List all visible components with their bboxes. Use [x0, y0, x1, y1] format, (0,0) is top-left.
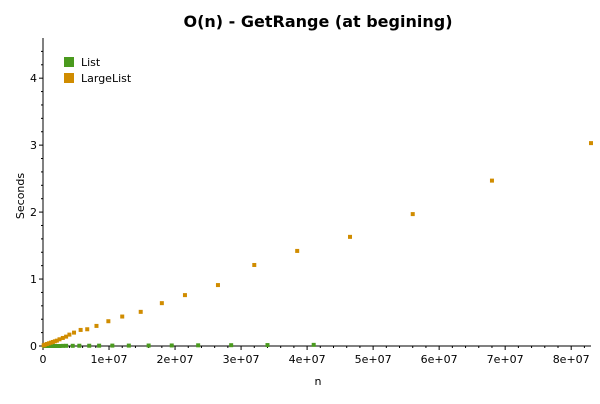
data-point [489, 178, 494, 183]
data-point [57, 337, 62, 342]
y-tick-label: 1 [30, 273, 37, 286]
data-point [60, 343, 65, 348]
data-points [41, 141, 593, 348]
data-point [589, 141, 593, 146]
x-tick-label: 7e+07 [487, 353, 524, 366]
data-point [410, 212, 415, 217]
data-point [85, 327, 90, 332]
axes: 0 1 2 3 4 0 1e+07 2e+07 3e+07 4e+07 5e+07 6e+07 7e+0… [30, 38, 591, 366]
x-tick-label: 2e+07 [157, 353, 194, 366]
data-point [126, 343, 131, 348]
x-tick-label: 6e+07 [421, 353, 458, 366]
x-tick-label: 5e+07 [355, 353, 392, 366]
series-list [42, 342, 316, 348]
data-point [94, 323, 99, 328]
data-point [311, 342, 316, 347]
data-point [70, 343, 75, 348]
y-tick-label: 4 [30, 72, 37, 85]
y-tick-label: 0 [30, 340, 37, 353]
data-point [146, 343, 151, 348]
x-tick-label: 3e+07 [223, 353, 260, 366]
data-point [252, 262, 257, 267]
data-point [138, 309, 143, 314]
data-point [87, 343, 92, 348]
data-point [348, 234, 353, 239]
data-point [110, 343, 115, 348]
data-point [295, 248, 300, 253]
data-point [169, 343, 174, 348]
data-point [77, 343, 82, 348]
y-tick-label: 3 [30, 139, 37, 152]
data-point [215, 283, 220, 288]
legend-label: LargeList [81, 72, 132, 85]
data-point [229, 343, 234, 348]
data-point [64, 343, 69, 348]
data-point [54, 338, 59, 343]
x-tick-label: 1e+07 [91, 353, 128, 366]
data-point [78, 327, 83, 332]
data-point [97, 343, 102, 348]
x-tick-label: 4e+07 [289, 353, 326, 366]
data-point [54, 344, 59, 348]
data-point [120, 314, 125, 319]
data-point [265, 343, 270, 348]
data-point [72, 330, 77, 335]
legend-swatch [64, 57, 74, 67]
y-tick-label: 2 [30, 206, 37, 219]
legend-label: List [81, 56, 101, 69]
data-point [67, 332, 72, 337]
data-point [182, 293, 187, 298]
data-point [159, 301, 164, 306]
data-point [196, 343, 201, 348]
x-tick-label: 0 [40, 353, 47, 366]
data-point [60, 335, 65, 340]
data-point [106, 319, 111, 324]
data-point [47, 344, 52, 348]
data-point [64, 334, 69, 339]
chart-title: O(n) - GetRange (at begining) [183, 12, 452, 31]
y-axis-label: Seconds [14, 173, 27, 219]
data-point [50, 344, 55, 348]
legend: List LargeList [64, 56, 132, 85]
x-tick-label: 8e+07 [553, 353, 590, 366]
data-point [57, 344, 62, 348]
x-axis-label: n [315, 375, 322, 388]
series-largelist [41, 141, 593, 348]
legend-swatch [64, 73, 74, 83]
